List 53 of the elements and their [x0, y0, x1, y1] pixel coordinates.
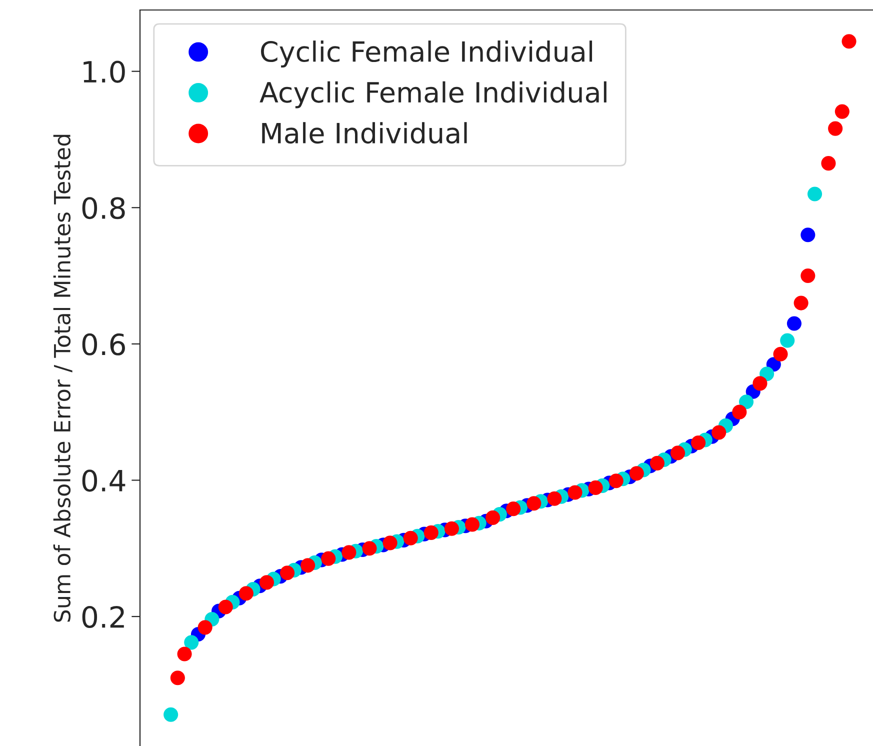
point — [506, 502, 521, 516]
point — [464, 517, 480, 532]
point — [780, 333, 795, 348]
point — [608, 474, 624, 488]
point — [170, 670, 185, 686]
point — [738, 394, 754, 410]
point — [712, 425, 726, 440]
point — [670, 446, 686, 460]
point — [821, 156, 836, 171]
point — [164, 707, 178, 722]
y-tick-label: 0.2 — [82, 606, 124, 628]
y-tick-label: 0.4 — [82, 470, 126, 492]
point — [732, 404, 747, 420]
point — [828, 121, 843, 136]
point — [650, 456, 664, 470]
y-tick-label: 1.0 — [84, 60, 125, 83]
point — [382, 536, 398, 550]
point — [773, 346, 788, 362]
point — [794, 296, 808, 310]
point — [526, 496, 542, 511]
point — [800, 268, 816, 284]
point — [444, 521, 459, 536]
point — [218, 600, 233, 614]
y-tick-label: 0.6 — [82, 333, 125, 356]
point — [321, 551, 336, 566]
point — [691, 435, 706, 450]
point — [238, 586, 254, 601]
point — [362, 541, 377, 556]
point — [300, 558, 316, 573]
point — [184, 635, 199, 650]
point — [259, 575, 274, 590]
point — [403, 530, 418, 546]
y-axis-title: Sum of Absolute Error / Total Minutes Tested — [53, 134, 72, 622]
legend-label: Cyclic Female Individual — [261, 40, 592, 68]
point — [752, 376, 768, 391]
point — [424, 525, 438, 540]
point — [807, 186, 822, 202]
legend-label: Male Individual — [262, 122, 467, 144]
y-tick-label: 0.8 — [82, 197, 125, 220]
point — [547, 491, 562, 506]
point — [629, 466, 644, 481]
point — [588, 480, 603, 495]
point — [834, 104, 850, 119]
point — [800, 228, 816, 242]
point — [177, 646, 192, 662]
legend-label: Acyclic Female Individual — [260, 81, 606, 108]
point — [280, 566, 295, 580]
point — [786, 316, 802, 331]
point — [342, 545, 356, 560]
point — [568, 485, 582, 500]
point — [486, 510, 500, 525]
point — [198, 620, 212, 635]
point — [842, 34, 856, 49]
